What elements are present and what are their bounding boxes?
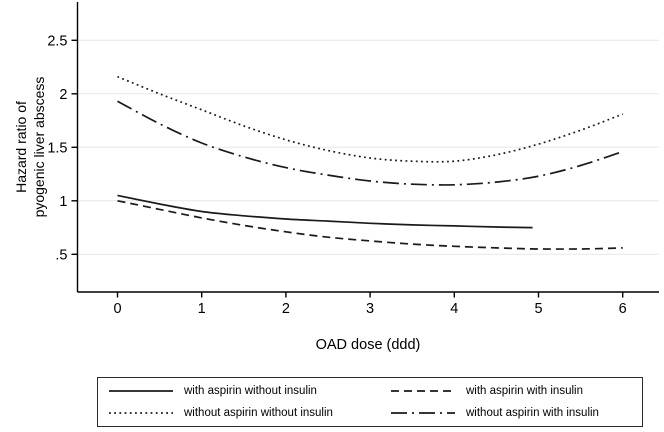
x-tick-label: 2 xyxy=(282,301,290,317)
legend-label: with aspirin without insulin xyxy=(184,385,317,397)
y-axis-title-line1: Hazard ratio of xyxy=(13,101,29,193)
x-tick-label: 4 xyxy=(450,301,458,317)
y-tick-label: 2.5 xyxy=(47,33,67,49)
legend-box: with aspirin without insulin with aspiri… xyxy=(97,377,643,427)
dash-dot-line-sample-icon xyxy=(391,412,455,414)
x-tick-label: 3 xyxy=(366,301,374,317)
plot-area: .5 1 1.5 2 2.5 0 1 2 3 4 5 6 xyxy=(47,2,659,317)
dotted-line-sample-icon xyxy=(109,412,173,414)
y-tick-label: 1.5 xyxy=(47,140,67,156)
legend-label: without aspirin with insulin xyxy=(466,407,599,419)
solid-line-sample-icon xyxy=(109,390,173,392)
x-tick-label: 0 xyxy=(113,301,121,317)
x-axis-title: OAD dose (ddd) xyxy=(315,337,421,353)
legend-item-dashed: with aspirin with insulin xyxy=(370,385,642,397)
dashed-line-sample-icon xyxy=(391,390,455,392)
x-tick-label: 1 xyxy=(198,301,206,317)
series-curve-solid xyxy=(117,194,533,229)
x-tick-label: 5 xyxy=(534,301,542,317)
series-curve-dotted xyxy=(117,75,624,163)
legend-label: without aspirin without insulin xyxy=(184,407,333,419)
y-axis-title: Hazard ratio of pyogenic liver abscess xyxy=(12,77,48,218)
y-tick-label: 2 xyxy=(59,87,67,103)
legend-item-dotted: without aspirin without insulin xyxy=(98,407,370,419)
legend-item-dashdot: without aspirin with insulin xyxy=(370,407,642,419)
legend-label: with aspirin with insulin xyxy=(466,385,583,397)
series-curve-dash-dot xyxy=(117,100,623,186)
y-tick-label: .5 xyxy=(55,247,67,263)
y-axis-title-line2: pyogenic liver abscess xyxy=(31,76,47,218)
series-curve-dashed xyxy=(117,199,623,250)
y-tick-label: 1 xyxy=(59,194,67,210)
x-tick-label: 6 xyxy=(619,301,627,317)
legend-item-solid: with aspirin without insulin xyxy=(98,385,370,397)
